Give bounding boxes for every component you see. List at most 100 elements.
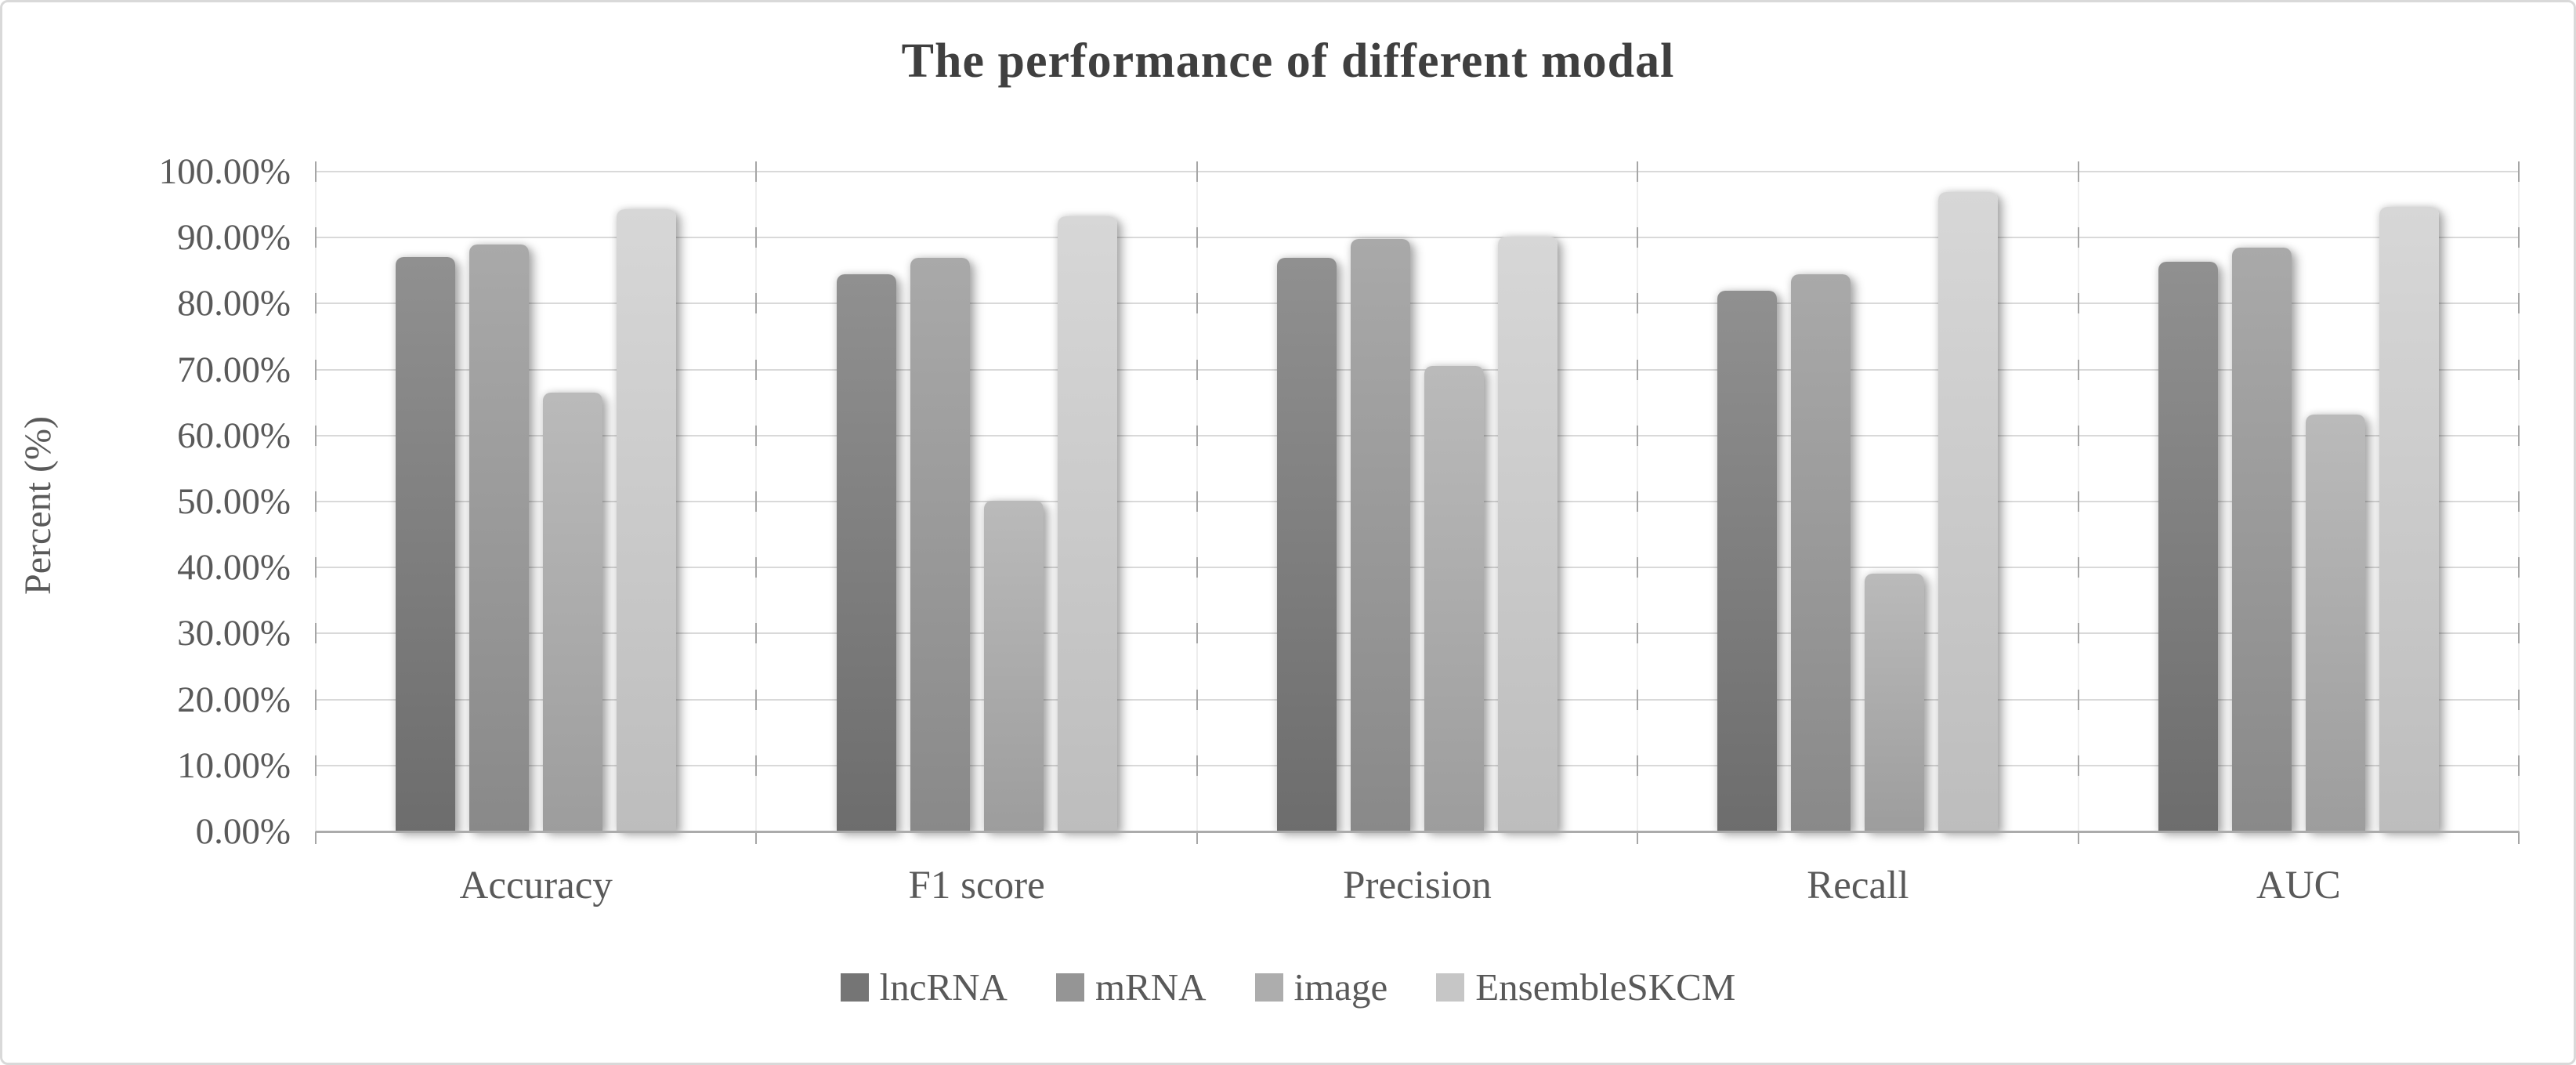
gridline-tick [315,227,317,248]
gridline-tick [1196,359,1198,380]
gridline [316,764,2519,766]
legend-swatch-image [1254,973,1283,1002]
gridline-tick [1637,425,1639,446]
bar-mRNA-Accuracy [469,244,530,831]
axis-tick [2077,831,2079,844]
gridline-tick [2518,491,2520,512]
gridline-tick [2518,623,2520,644]
gridline-tick [1196,293,1198,314]
legend-swatch-lncRNA [840,973,869,1002]
gridline-tick [2077,227,2079,248]
gridline [316,237,2519,239]
bar-mRNA-Precision [1351,238,1410,831]
axis-tick [1637,831,1639,844]
gridline-tick [755,557,758,578]
gridline-tick [315,425,317,446]
legend-swatch-mRNA [1055,973,1084,1002]
x-category-label: AUC [2256,864,2341,907]
y-tick-label: 30.00% [177,613,291,654]
x-category-label: Precision [1343,864,1492,907]
gridline-tick [2077,491,2079,512]
gridline [316,434,2519,437]
gridline-tick [315,557,317,578]
gridline-tick [315,491,317,512]
gridline-tick [2518,293,2520,314]
gridline-tick [1196,491,1198,512]
gridline [316,698,2519,701]
legend-item-image: image [1254,965,1387,1009]
gridline-tick [2077,689,2079,710]
axis-tick [1196,831,1198,844]
gridline-tick [755,227,758,248]
gridline [316,567,2519,569]
y-tick-label: 50.00% [177,481,291,522]
x-category-label: Recall [1807,864,1909,907]
gridline [316,368,2519,371]
bar-mRNA-AUC [2231,247,2292,831]
gridline-tick [755,491,758,512]
gridline-tick [1637,161,1639,182]
bar-mRNA-Recall [1791,274,1851,831]
gridline-tick [2077,557,2079,578]
x-axis-line [316,831,2519,833]
y-tick-label: 100.00% [158,151,291,192]
gridline-tick [315,359,317,380]
gridline-tick [2518,557,2520,578]
gridline-tick [2077,755,2079,776]
legend-label: mRNA [1094,965,1207,1009]
bar-mRNA-F1 score [910,258,970,831]
gridline-tick [2518,755,2520,776]
bar-EnsembleSKCM-Recall [1938,192,1999,831]
gridline-tick [755,161,758,182]
x-category-label: Accuracy [459,864,613,907]
gridline-tick [2518,161,2520,182]
gridline-tick [315,293,317,314]
axis-tick [315,831,317,844]
axis-tick [2518,831,2520,844]
gridline-tick [1637,623,1639,644]
gridline-tick [1637,755,1639,776]
bar-lncRNA-F1 score [836,274,896,831]
gridline-tick [315,623,317,644]
gridline-tick [1637,689,1639,710]
bar-EnsembleSKCM-F1 score [1057,216,1117,831]
gridline-tick [1637,557,1639,578]
bar-lncRNA-AUC [2158,261,2218,831]
gridline [316,171,2519,172]
y-tick-label: 90.00% [177,217,291,259]
legend-item-mRNA: mRNA [1055,965,1207,1009]
gridline [316,632,2519,635]
gridline-tick [1196,161,1198,182]
gridline-tick [315,161,317,182]
gridline-tick [2077,359,2079,380]
chart-title: The performance of different modal [901,34,1675,88]
gridline-tick [1196,557,1198,578]
legend-item-lncRNA: lncRNA [840,965,1008,1009]
gridline-tick [2077,161,2079,182]
gridline-tick [1637,293,1639,314]
gridline-tick [1637,491,1639,512]
bar-lncRNA-Precision [1277,258,1337,831]
gridline-tick [2077,293,2079,314]
bar-EnsembleSKCM-Precision [1498,237,1558,831]
bar-lncRNA-Recall [1717,290,1778,831]
gridline-tick [2518,227,2520,248]
gridline-tick [1196,755,1198,776]
bar-image-AUC [2305,414,2365,831]
gridline-tick [755,689,758,710]
y-tick-label: 20.00% [177,679,291,720]
y-tick-label: 0.00% [195,811,291,852]
gridline-tick [2518,359,2520,380]
gridline-tick [1196,623,1198,644]
bar-image-F1 score [983,501,1044,831]
y-tick-label: 60.00% [177,415,291,456]
legend-label: EnsembleSKCM [1475,965,1736,1009]
gridline-tick [1196,689,1198,710]
gridline-tick [315,689,317,710]
y-tick-label: 10.00% [177,744,291,786]
gridline-tick [1637,227,1639,248]
legend-item-EnsembleSKCM: EnsembleSKCM [1436,965,1735,1009]
bar-EnsembleSKCM-AUC [2379,207,2439,831]
gridline-tick [755,623,758,644]
gridline [316,501,2519,502]
